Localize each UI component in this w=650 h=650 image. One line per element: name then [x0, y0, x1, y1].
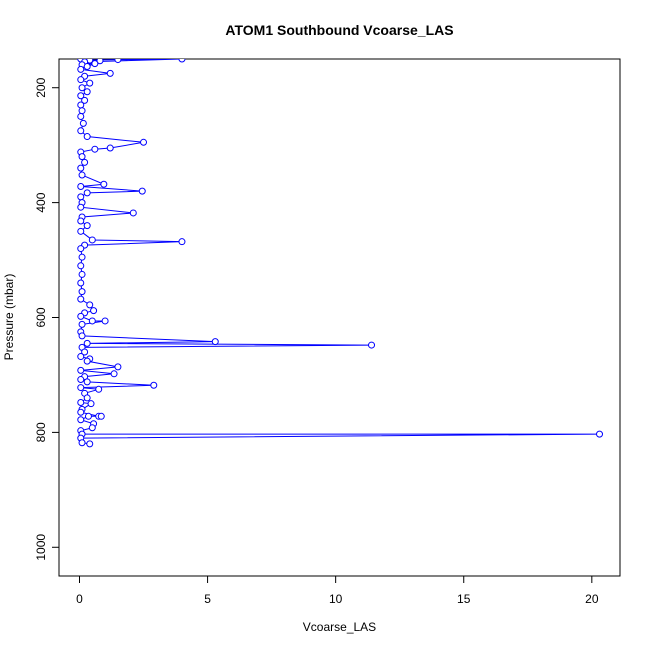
- x-axis: 0 5 10 15 20: [76, 575, 599, 606]
- data-point: [77, 416, 85, 424]
- data-point: [83, 394, 91, 402]
- data-point: [368, 341, 376, 349]
- data-point: [91, 145, 99, 153]
- data-point: [178, 238, 186, 246]
- data-point: [211, 338, 219, 346]
- data-point: [83, 357, 91, 365]
- data-point: [114, 59, 122, 64]
- plot-frame: [58, 58, 621, 577]
- data-point: [77, 245, 85, 253]
- data-point: [86, 79, 94, 87]
- data-point: [77, 65, 85, 73]
- data-point: [110, 370, 118, 378]
- data-point: [129, 209, 137, 217]
- y-axis-label: Pressure (mbar): [2, 274, 16, 361]
- data-point: [88, 317, 96, 325]
- data-point: [83, 133, 91, 141]
- data-point: [88, 424, 96, 432]
- data-point: [77, 203, 85, 211]
- data-point: [86, 301, 94, 309]
- x-axis-label: Vcoarse_LAS: [303, 620, 376, 634]
- data-point: [178, 59, 186, 63]
- data-point: [77, 183, 85, 191]
- data-point: [96, 59, 104, 65]
- y-tick-label: 600: [34, 307, 48, 327]
- data-point: [86, 440, 94, 448]
- data-point: [77, 376, 85, 384]
- x-tick-label: 10: [329, 592, 343, 606]
- data-point: [77, 399, 85, 407]
- y-tick-label: 800: [34, 422, 48, 442]
- data-point: [77, 112, 85, 120]
- data-point: [77, 127, 85, 135]
- data-point: [78, 107, 86, 115]
- data-point: [77, 217, 85, 225]
- data-point: [77, 312, 85, 320]
- data-point: [77, 92, 85, 100]
- data-point: [77, 76, 85, 84]
- data-point: [79, 119, 87, 127]
- data-point: [97, 412, 105, 420]
- data-point: [78, 171, 86, 179]
- data-point: [83, 378, 91, 386]
- data-point: [78, 332, 86, 340]
- data-point: [77, 366, 85, 374]
- data-point: [84, 412, 92, 420]
- data-point: [77, 279, 85, 287]
- data-point: [596, 430, 604, 438]
- x-tick-label: 15: [457, 592, 471, 606]
- x-tick-label: 5: [204, 592, 211, 606]
- data-point: [138, 187, 146, 195]
- data-point: [77, 353, 85, 361]
- data-point: [77, 262, 85, 270]
- data-point: [77, 295, 85, 303]
- data-point: [90, 307, 98, 315]
- series-line: [78, 59, 600, 445]
- x-tick-label: 0: [76, 592, 83, 606]
- chart-title: ATOM1 Southbound Vcoarse_LAS: [225, 22, 453, 38]
- data-point: [106, 144, 114, 152]
- data-point: [101, 317, 109, 325]
- data-point: [78, 253, 86, 261]
- series-points: [77, 59, 604, 448]
- data-point: [87, 400, 95, 408]
- data-point: [78, 84, 86, 92]
- data-point: [150, 381, 158, 389]
- x-tick-label: 20: [585, 592, 599, 606]
- data-point: [78, 439, 86, 447]
- data-point: [78, 288, 86, 296]
- data-point: [83, 88, 91, 96]
- data-point: [140, 138, 148, 146]
- data-point: [106, 69, 114, 77]
- data-point: [100, 180, 108, 188]
- data-point: [78, 153, 86, 161]
- data-point: [77, 193, 85, 201]
- y-tick-label: 200: [34, 77, 48, 97]
- data-point: [83, 339, 91, 347]
- data-point: [81, 348, 89, 356]
- data-point: [77, 408, 85, 416]
- data-point: [81, 158, 89, 166]
- data-point: [83, 222, 91, 230]
- y-axis: 200 400 600 800 1000: [34, 77, 60, 561]
- y-tick-label: 400: [34, 192, 48, 212]
- data-point: [78, 320, 86, 328]
- data-point: [77, 101, 85, 109]
- data-point: [81, 96, 89, 104]
- data-point: [95, 385, 103, 393]
- y-tick-label: 1000: [34, 534, 48, 561]
- data-point: [78, 270, 86, 278]
- data-point: [91, 60, 99, 68]
- data-point: [114, 363, 122, 371]
- data-point: [77, 384, 85, 392]
- plot-area: [77, 59, 604, 448]
- data-point: [77, 227, 85, 235]
- data-point: [83, 62, 91, 70]
- data-point: [88, 236, 96, 244]
- data-point: [83, 189, 91, 197]
- data-point: [77, 164, 85, 172]
